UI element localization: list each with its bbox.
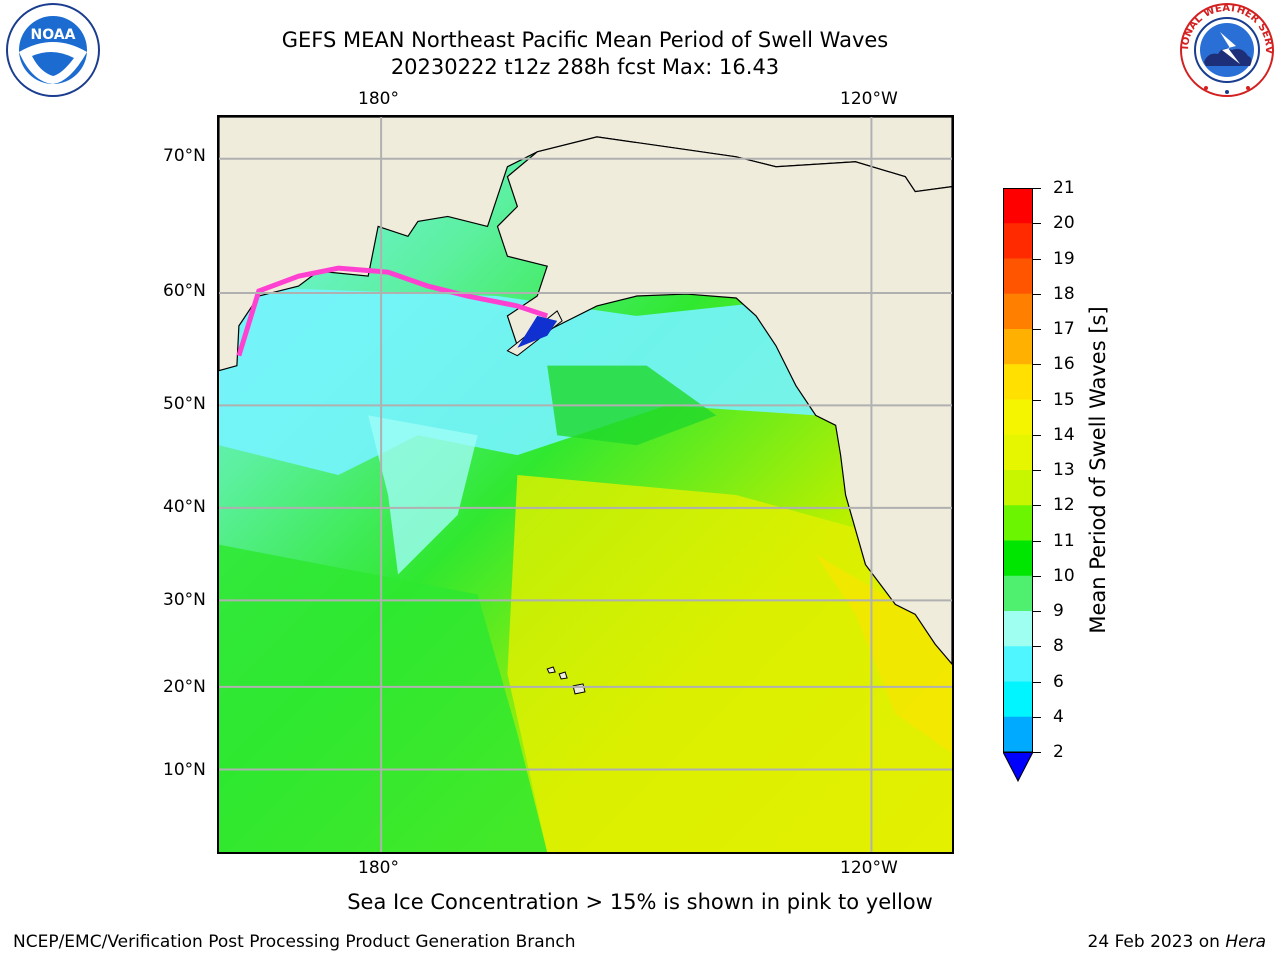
- lon-label-bottom-180: 180°: [358, 858, 399, 878]
- noaa-logo: NOAA: [6, 3, 100, 97]
- map-svg: [219, 117, 952, 852]
- noaa-logo-text: NOAA: [31, 27, 76, 43]
- lat-label-40n: 40°N: [163, 497, 206, 517]
- colorbar-tick-mark: [1033, 540, 1041, 542]
- colorbar-tick-mark: [1033, 399, 1041, 401]
- swell-zone-15-16s: [815, 554, 952, 754]
- colorbar-tick-label: 15: [1053, 389, 1075, 410]
- colorbar-tick-label: 10: [1053, 565, 1075, 586]
- footer-date: 24 Feb 2023 on Hera: [1088, 932, 1266, 952]
- colorbar-tick-mark: [1033, 611, 1041, 612]
- colorbar-tick-label: 8: [1053, 636, 1064, 657]
- chart-title: GEFS MEAN Northeast Pacific Mean Period …: [281, 28, 889, 52]
- colorbar-tick-label: 4: [1053, 706, 1064, 727]
- footer-credit: NCEP/EMC/Verification Post Processing Pr…: [13, 932, 576, 952]
- colorbar-tick-label: 9: [1053, 601, 1064, 621]
- colorbar-tick-mark: [1033, 434, 1041, 436]
- colorbar-tick-mark: [1033, 646, 1041, 648]
- sea-ice-edge: [236, 265, 548, 357]
- lat-label-70n: 70°N: [163, 146, 206, 166]
- low-period-patch: [517, 315, 558, 348]
- colorbar-segment: [1003, 470, 1033, 506]
- colorbar-segment: [1003, 575, 1033, 612]
- lon-label-top-120w: 120°W: [840, 89, 898, 109]
- colorbar-segment: [1003, 716, 1033, 753]
- colorbar-tick-mark: [1033, 575, 1041, 577]
- lat-label-20n: 20°N: [163, 677, 206, 697]
- colorbar-tick-mark: [1033, 293, 1041, 295]
- colorbar-tick-label: 12: [1053, 495, 1075, 516]
- colorbar-tick-label: 11: [1053, 530, 1075, 551]
- colorbar-tick-mark: [1033, 223, 1041, 225]
- swell-zone-8-9s: [368, 415, 478, 575]
- colorbar-segment: [1003, 434, 1033, 471]
- footer-host: Hera: [1225, 932, 1266, 952]
- colorbar-segment: [1003, 540, 1033, 577]
- colorbar-segment: [1003, 399, 1033, 436]
- colorbar-tick-mark: [1033, 364, 1041, 366]
- colorbar-tick-mark: [1033, 188, 1041, 189]
- colorbar-extend-arrow: [1003, 751, 1033, 782]
- map-gridlines: [219, 117, 952, 852]
- colorbar-tick-label: 16: [1053, 354, 1075, 375]
- colorbar-segment: [1003, 329, 1033, 365]
- colorbar-tick-label: 19: [1053, 248, 1075, 269]
- colorbar-segment: [1003, 293, 1033, 330]
- footer-date-text: 24 Feb 2023 on: [1087, 932, 1226, 952]
- colorbar-tick-label: 17: [1053, 319, 1075, 339]
- colorbar: [1003, 188, 1033, 782]
- lat-label-10n: 10°N: [163, 760, 206, 780]
- colorbar-segment: [1003, 505, 1033, 541]
- colorbar-tick-mark: [1033, 470, 1041, 471]
- lat-label-30n: 30°N: [163, 590, 206, 610]
- sea-ice-note: Sea Ice Concentration > 15% is shown in …: [347, 890, 933, 914]
- chart-subtitle: 20230222 t12z 288h fcst Max: 16.43: [390, 55, 780, 79]
- colorbar-segment: [1003, 223, 1033, 259]
- colorbar-segment: [1003, 188, 1033, 224]
- colorbar-tick-label: 14: [1053, 424, 1075, 445]
- colorbar-tick-mark: [1033, 505, 1041, 507]
- map-panel: [217, 115, 954, 854]
- swell-zone-10-11s: [219, 544, 548, 852]
- colorbar-tick-mark: [1033, 752, 1041, 753]
- colorbar-tick-mark: [1033, 716, 1041, 718]
- nws-logo: NATIONAL WEATHER SERVICE: [1176, 2, 1274, 97]
- colorbar-tick-label: 20: [1053, 213, 1075, 234]
- colorbar-tick-label: 18: [1053, 283, 1075, 304]
- colorbar-tick-label: 2: [1053, 742, 1064, 762]
- colorbar-segment: [1003, 364, 1033, 400]
- colorbar-segment: [1003, 681, 1033, 718]
- colorbar-tick-label: 21: [1053, 178, 1075, 198]
- lon-label-bottom-120w: 120°W: [840, 858, 898, 878]
- lat-label-50n: 50°N: [163, 394, 206, 414]
- lon-label-top-180: 180°: [358, 89, 399, 109]
- colorbar-segment: [1003, 646, 1033, 682]
- lat-label-60n: 60°N: [163, 281, 206, 301]
- land-alaska-north-america: [496, 136, 952, 665]
- colorbar-segment: [1003, 611, 1033, 647]
- colorbar-tick-mark: [1033, 329, 1041, 330]
- colorbar-segment: [1003, 258, 1033, 295]
- colorbar-tick-label: 13: [1053, 460, 1075, 480]
- colorbar-tick-mark: [1033, 681, 1041, 683]
- colorbar-tick-label: 6: [1053, 671, 1064, 692]
- colorbar-tick-mark: [1033, 258, 1041, 260]
